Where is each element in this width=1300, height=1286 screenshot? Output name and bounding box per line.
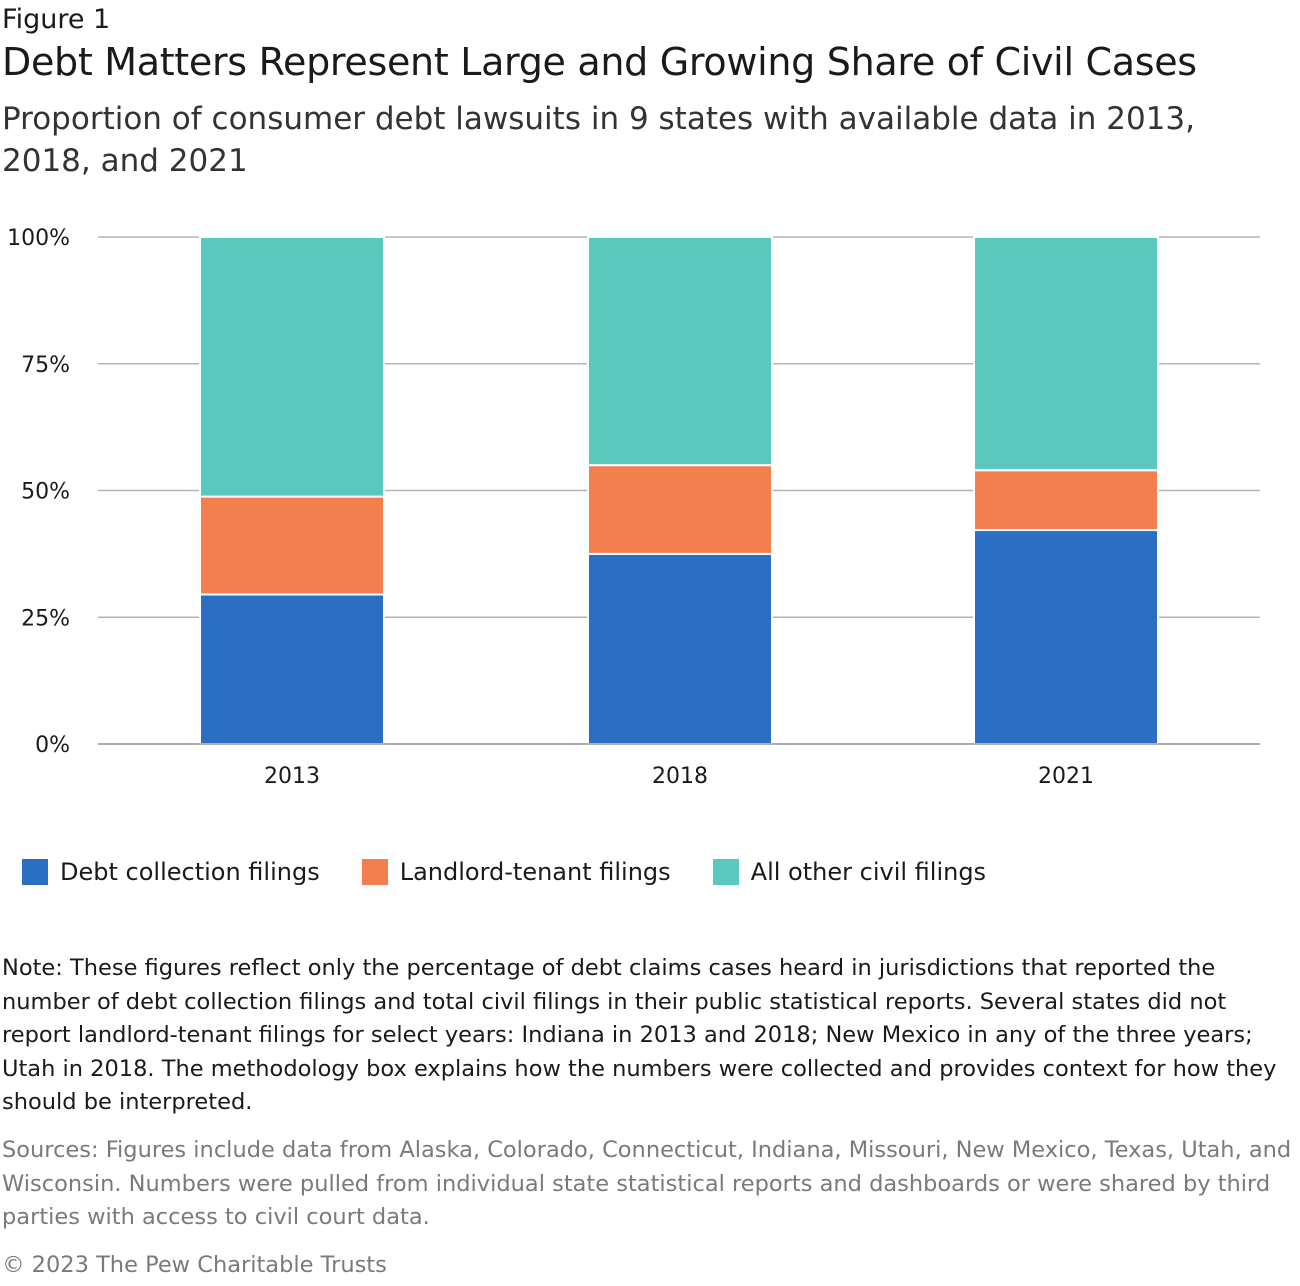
bar-segment bbox=[199, 236, 385, 498]
bar-segment bbox=[587, 236, 773, 467]
bar-segment bbox=[587, 552, 773, 745]
bar-segment bbox=[199, 495, 385, 596]
x-tick-label: 2021 bbox=[1038, 764, 1094, 789]
legend-swatch-landlord-tenant bbox=[361, 859, 388, 885]
legend-item-landlord-tenant: Landlord-tenant filings bbox=[361, 858, 671, 886]
bar-segment bbox=[199, 593, 385, 745]
bar-segment bbox=[587, 464, 773, 555]
bar-segment bbox=[973, 469, 1159, 532]
y-tick-label: 100% bbox=[7, 226, 70, 251]
copyright: © 2023 The Pew Charitable Trusts bbox=[2, 1252, 387, 1278]
y-tick-label: 0% bbox=[35, 733, 70, 758]
legend-label-landlord-tenant: Landlord-tenant filings bbox=[399, 858, 671, 886]
legend-item-debt-collection: Debt collection filings bbox=[22, 858, 320, 886]
chart-sources: Sources: Figures include data from Alask… bbox=[2, 1137, 1292, 1230]
chart-legend: Debt collection filings Landlord-tenant … bbox=[22, 858, 986, 886]
stacked-bar-chart: 0% 25% 50% 75% 100% 2013 2018 2021 bbox=[7, 226, 1260, 789]
figure-label: Figure 1 bbox=[2, 4, 111, 35]
y-tick-label: 75% bbox=[21, 353, 70, 378]
x-tick-label: 2018 bbox=[652, 764, 708, 789]
legend-label-other-civil: All other civil filings bbox=[750, 858, 987, 886]
y-tick-label: 50% bbox=[21, 480, 70, 505]
chart-subtitle: Proportion of consumer debt lawsuits in … bbox=[2, 101, 1196, 179]
legend-swatch-debt-collection bbox=[22, 859, 48, 885]
legend-swatch-other-civil bbox=[712, 859, 739, 885]
bar-segment bbox=[973, 236, 1159, 472]
legend-item-other-civil: All other civil filings bbox=[712, 858, 987, 886]
x-tick-label: 2013 bbox=[264, 764, 320, 789]
y-tick-label: 25% bbox=[21, 606, 70, 631]
legend-label-debt-collection: Debt collection filings bbox=[60, 858, 320, 886]
chart-note: Note: These figures reflect only the per… bbox=[2, 955, 1277, 1115]
bar-segment bbox=[973, 529, 1159, 745]
chart-title: Debt Matters Represent Large and Growing… bbox=[2, 40, 1197, 84]
